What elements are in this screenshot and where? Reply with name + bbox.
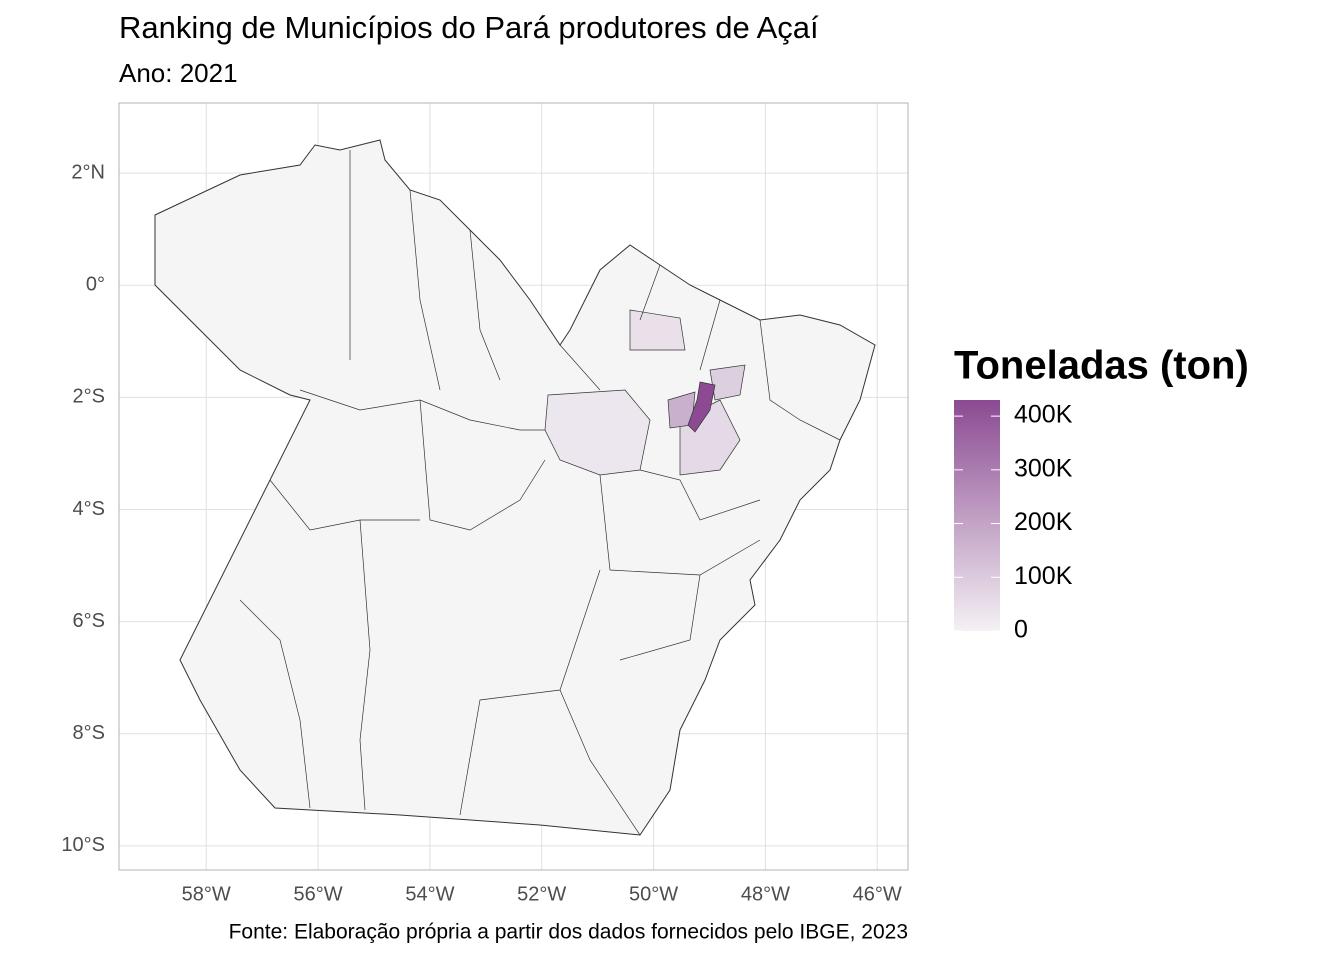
y-tick-label: 2°N (71, 161, 105, 183)
caption: Fonte: Elaboração própria a partir dos d… (229, 921, 908, 944)
legend-label: 0 (1014, 616, 1028, 644)
y-tick-label: 4°S (73, 498, 105, 520)
x-tick-label: 58°W (182, 883, 231, 905)
legend-label: 300K (1014, 454, 1073, 482)
y-tick-label: 2°S (73, 386, 105, 408)
legend-title: Toneladas (ton) (954, 344, 1249, 388)
legend-label: 100K (1014, 562, 1073, 590)
x-tick-label: 52°W (517, 883, 566, 905)
y-tick-label: 0° (86, 273, 105, 295)
municipality (709, 364, 746, 401)
x-tick-label: 46°W (853, 883, 902, 905)
title: Ranking de Municípios do Pará produtores… (119, 10, 819, 45)
state-outline (154, 139, 876, 836)
municipality (544, 389, 651, 476)
municipality (687, 381, 716, 433)
colorbar (954, 400, 1000, 631)
y-tick-label: 6°S (73, 610, 105, 632)
y-tick-label: 8°S (73, 722, 105, 744)
municipality (629, 309, 686, 351)
plot-frame (118, 102, 909, 871)
legend-label: 400K (1014, 401, 1073, 429)
legend-label: 200K (1014, 508, 1073, 536)
x-tick-label: 50°W (629, 883, 678, 905)
x-tick-label: 56°W (294, 883, 343, 905)
municipal-borders (239, 150, 841, 836)
x-tick-label: 48°W (741, 883, 790, 905)
subtitle: Ano: 2021 (119, 58, 238, 88)
para-map (154, 139, 876, 836)
y-tick-label: 10°S (61, 834, 105, 856)
x-tick-label: 54°W (405, 883, 454, 905)
